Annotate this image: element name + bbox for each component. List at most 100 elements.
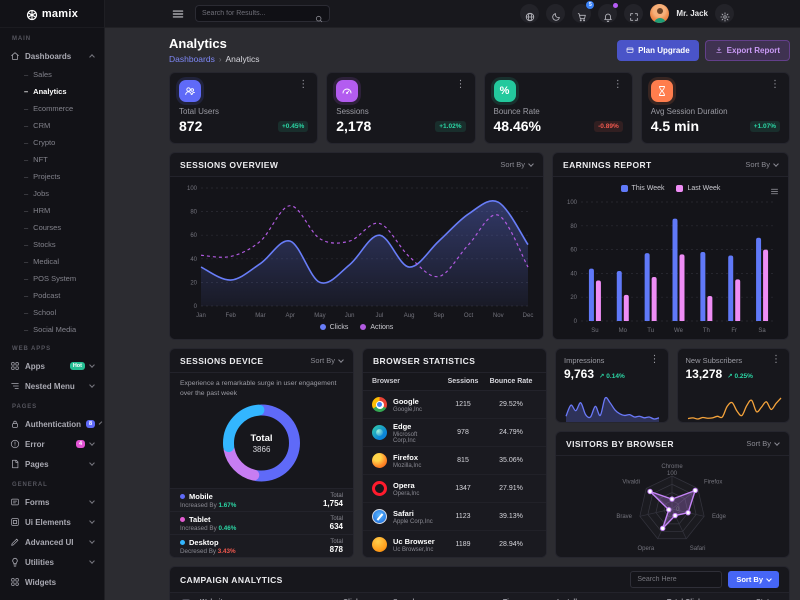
visitors-radar-chart: Chrome Firefox Edge Safari Opera Brave Vivaldi… (616, 464, 727, 552)
stat-label: Bounce Rate (493, 107, 540, 116)
sidebar-item-utilities[interactable]: Utilities (0, 552, 104, 572)
visitors-by-browser-card: VISITORS BY BROWSER Sort By Chrome Firefo… (555, 431, 790, 558)
dark-mode-icon[interactable] (546, 4, 566, 23)
sessions-overview-legend: Clicks Actions (319, 320, 393, 334)
sidebar-item-stocks[interactable]: – Stocks (24, 240, 56, 249)
sidebar-item-school[interactable]: – School (24, 308, 57, 317)
sidebar-item-hrm[interactable]: – HRM (24, 206, 51, 215)
sidebar-item-nested-menu[interactable]: Nested Menu (0, 376, 104, 396)
global-search[interactable] (195, 5, 330, 22)
legend-item-clicks[interactable]: Clicks (319, 324, 348, 331)
pages-icon (10, 459, 20, 469)
svg-text:0: 0 (676, 507, 680, 513)
sort-by-dropdown[interactable]: Sort By (746, 439, 780, 448)
card-menu-button[interactable]: ⋮ (612, 79, 623, 90)
chrome-icon (372, 397, 387, 412)
sort-by-dropdown[interactable]: Sort By (500, 160, 534, 169)
sidebar-item-advanced-ui[interactable]: Advanced UI (0, 532, 104, 552)
legend-dot (180, 516, 185, 522)
svg-text:Jan: Jan (196, 313, 206, 319)
user-name[interactable]: Mr. Jack (676, 9, 708, 18)
apps-grid-icon (10, 361, 20, 371)
sidebar-item-courses[interactable]: – Courses (24, 223, 62, 232)
svg-text:Jun: Jun (345, 313, 355, 319)
breadcrumb-dashboards[interactable]: Dashboards (169, 54, 215, 64)
export-report-button[interactable]: Export Report (704, 39, 790, 61)
sidebar-item-crypto[interactable]: – Crypto (24, 138, 56, 147)
cart-badge: 5 (586, 1, 595, 9)
campaign-search[interactable] (630, 571, 723, 588)
campaign-sort-button[interactable]: Sort By (728, 571, 779, 588)
legend-item-actions[interactable]: Actions (360, 324, 393, 331)
svg-text:60: 60 (570, 248, 577, 254)
sidebar-item-analytics[interactable]: – Analytics (24, 87, 67, 96)
sidebar-item-medical[interactable]: – Medical (24, 257, 60, 266)
browser-row-edge: Edge Microsoft Corp,Inc 978 24.79% (363, 419, 546, 447)
page-actions: Plan Upgrade Export Report (617, 39, 790, 61)
search-input[interactable] (202, 10, 315, 17)
sidebar-item-ui-elements[interactable]: Ui Elements (0, 512, 104, 532)
stat-cards-row: ⋮ Total Users 872 +0.45% ⋮ Sessions 2,17… (169, 72, 790, 144)
sidebar-item-sales[interactable]: – Sales (24, 70, 52, 79)
sidebar-item-authentication[interactable]: Authentication 8 (0, 414, 104, 434)
sidebar-item-error[interactable]: Error 4 (0, 434, 104, 454)
svg-text:20: 20 (570, 295, 577, 301)
sort-by-dropdown[interactable]: Sort By (745, 160, 779, 169)
plan-upgrade-button[interactable]: Plan Upgrade (617, 39, 699, 61)
svg-text:Sep: Sep (433, 313, 444, 319)
page-title: Analytics (169, 36, 227, 51)
sidebar-item-apps[interactable]: Apps Hot (0, 356, 104, 376)
stat-change-badge: +0.45% (278, 120, 309, 132)
browser-row-google: Google Google,Inc 1215 29.52% (363, 391, 546, 419)
campaign-search-input[interactable] (637, 576, 716, 583)
chart-menu-icon[interactable] (769, 183, 780, 195)
sort-by-dropdown[interactable]: Sort By (310, 356, 344, 365)
chevron-down-icon (528, 160, 534, 167)
sidebar-item-pages[interactable]: Pages (0, 454, 104, 474)
brand[interactable]: mamix (0, 0, 104, 28)
download-icon (715, 46, 723, 54)
stat-label: Total Users (179, 107, 220, 116)
legend-item-this-week[interactable]: This Week (620, 184, 664, 192)
svg-text:100: 100 (667, 471, 678, 477)
fullscreen-icon[interactable] (624, 4, 644, 23)
sidebar-item-forms[interactable]: Forms (0, 492, 104, 512)
settings-gear-icon[interactable] (715, 4, 734, 23)
sidebar-item-projects[interactable]: – Projects (24, 172, 61, 181)
device-row-tablet: Tablet Increased By 0.46% Total 634 (170, 511, 353, 534)
chevron-down-icon (89, 518, 95, 524)
svg-text:Chrome: Chrome (661, 464, 683, 470)
forms-icon (10, 497, 20, 507)
svg-text:40: 40 (570, 271, 577, 277)
sidebar-item-dashboards[interactable]: Dashboards (0, 46, 104, 66)
sidebar-item-podcast[interactable]: – Podcast (24, 291, 61, 300)
card-menu-button[interactable]: ⋮ (649, 354, 660, 365)
user-avatar[interactable] (650, 4, 670, 23)
sidebar-item-widgets[interactable]: Widgets (0, 572, 104, 592)
card-title: VISITORS BY BROWSER (566, 438, 674, 449)
sessions-overview-card: SESSIONS OVERVIEW Sort By 0 20 40 60 80 100 Ja… (169, 152, 544, 340)
sidebar-item-nft[interactable]: – NFT (24, 155, 48, 164)
sidebar-item-crm[interactable]: – CRM (24, 121, 51, 130)
notifications-icon[interactable] (598, 3, 619, 23)
svg-text:Edge: Edge (712, 514, 727, 520)
menu-toggle-icon[interactable] (171, 7, 185, 21)
right-column: Impressions ⋮ 9,763 ↗ 0.14% New Sub (555, 348, 790, 558)
card-menu-button[interactable]: ⋮ (455, 79, 466, 90)
svg-text:Sa: Sa (758, 328, 766, 334)
browser-row-opera: Opera Opera,Inc 1347 27.91% (363, 475, 546, 503)
legend-item-last-week[interactable]: Last Week (676, 184, 720, 192)
sidebar-item-ecommerce[interactable]: – Ecommerce (24, 104, 74, 113)
browser-table-header: Browser Sessions Bounce Rate (363, 373, 546, 391)
language-icon[interactable] (520, 4, 540, 23)
sidebar-item-social-media[interactable]: – Social Media (24, 325, 77, 334)
card-title: New Subscribers (685, 355, 743, 365)
svg-text:Vivaldi: Vivaldi (622, 479, 640, 485)
card-menu-button[interactable]: ⋮ (770, 79, 780, 90)
sidebar-item-pos-system[interactable]: – POS System (24, 274, 77, 283)
sidebar-item-jobs[interactable]: – Jobs (24, 189, 50, 198)
card-menu-button[interactable]: ⋮ (298, 79, 309, 90)
card-menu-button[interactable]: ⋮ (771, 354, 781, 365)
device-breakdown-list: Mobile Increased By 1.67% Total 1,754 Ta… (170, 488, 353, 557)
cart-icon[interactable]: 5 (572, 1, 595, 23)
